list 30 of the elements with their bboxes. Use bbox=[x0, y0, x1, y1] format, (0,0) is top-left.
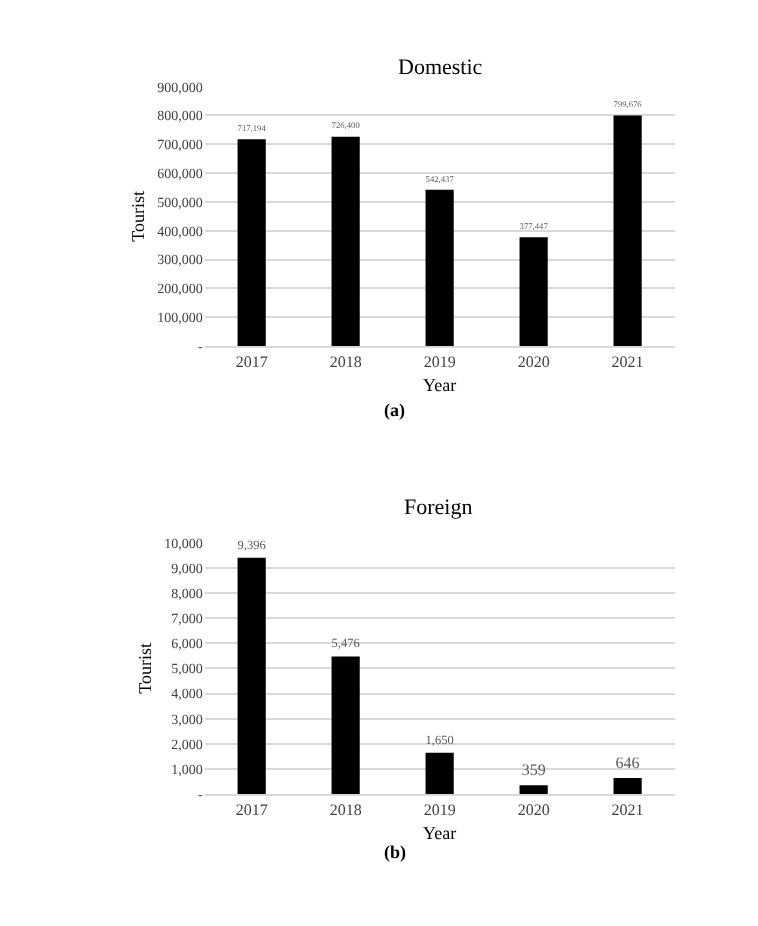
bar bbox=[519, 785, 548, 795]
x-tick-label: 2017 bbox=[235, 801, 268, 820]
x-tick-label: 2019 bbox=[423, 353, 456, 372]
bar bbox=[425, 752, 454, 795]
chart-title: Foreign bbox=[404, 496, 474, 520]
x-tick-label: 2018 bbox=[329, 801, 362, 820]
bar bbox=[613, 115, 642, 347]
x-tick-label: 2017 bbox=[235, 353, 268, 372]
x-tick-label: 2021 bbox=[611, 353, 644, 372]
x-axis-title: Year bbox=[423, 822, 457, 843]
chart-title: Domestic bbox=[398, 56, 483, 80]
x-axis-title: Year bbox=[423, 374, 457, 395]
x-tick-label: 2020 bbox=[517, 801, 550, 820]
y-axis-title: Tourist bbox=[134, 642, 155, 694]
bar bbox=[613, 777, 642, 795]
bar bbox=[237, 557, 266, 795]
y-axis-title: Tourist bbox=[127, 189, 148, 242]
bar bbox=[519, 237, 548, 347]
bar bbox=[331, 136, 360, 347]
data-label: 646 bbox=[615, 753, 640, 772]
bar bbox=[237, 139, 266, 347]
x-tick-label: 2019 bbox=[423, 801, 456, 820]
x-tick-label: 2021 bbox=[611, 801, 644, 820]
text: (a) bbox=[384, 400, 405, 420]
x-tick-label: 2018 bbox=[329, 353, 362, 372]
x-tick-label: 2020 bbox=[517, 353, 550, 372]
bar bbox=[425, 189, 454, 347]
data-label: 359 bbox=[521, 761, 546, 780]
bar bbox=[331, 656, 360, 795]
text: (b) bbox=[384, 842, 406, 862]
